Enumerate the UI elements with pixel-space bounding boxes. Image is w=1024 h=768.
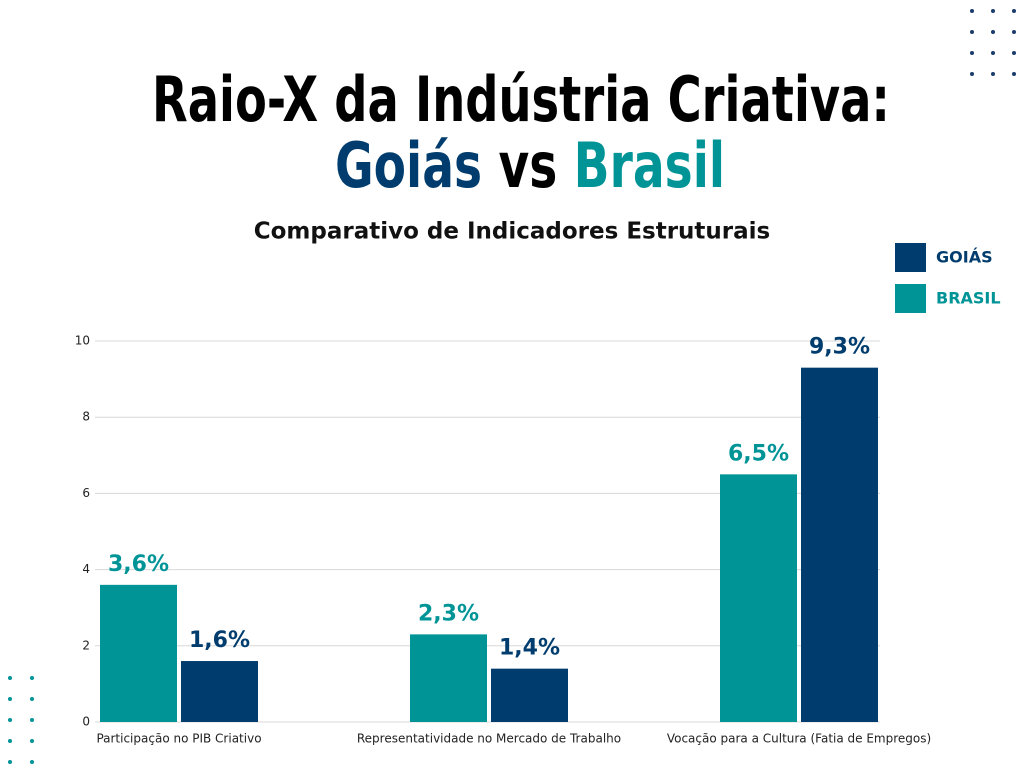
value-label: 1,6% <box>189 628 250 653</box>
bar <box>491 668 568 722</box>
title-goias: Goiás <box>335 129 482 202</box>
y-tick-label: 2 <box>82 638 90 652</box>
bar <box>410 634 487 722</box>
chart-subtitle: Comparativo de Indicadores Estruturais <box>254 219 771 245</box>
value-label: 9,3% <box>809 335 870 360</box>
bar <box>100 584 177 722</box>
title-brasil: Brasil <box>574 129 725 202</box>
chart-title: Raio-X da Indústria Criativa: <box>152 63 890 136</box>
x-tick-label: Vocação para a Cultura (Fatia de Emprego… <box>667 732 931 746</box>
legend-swatch <box>895 243 926 272</box>
legend-label: BRASIL <box>936 289 1001 308</box>
x-tick-label: Participação no PIB Criativo <box>96 732 261 746</box>
value-label: 2,3% <box>418 601 479 626</box>
value-label: 3,6% <box>108 552 169 577</box>
y-tick-label: 6 <box>82 486 90 500</box>
title-vs: vs <box>498 129 557 202</box>
bar <box>720 474 797 722</box>
value-label: 1,4% <box>499 636 560 661</box>
y-tick-label: 8 <box>82 410 90 424</box>
legend-label: GOIÁS <box>936 248 993 267</box>
y-tick-label: 4 <box>82 562 90 576</box>
y-tick-label: 0 <box>82 715 90 729</box>
chart-title-line2: Goiás vs Brasil <box>335 129 725 202</box>
bar <box>181 661 258 722</box>
value-label: 6,5% <box>728 441 789 466</box>
y-tick-label: 10 <box>75 334 90 348</box>
legend-swatch <box>895 284 926 313</box>
x-tick-label: Representatividade no Mercado de Trabalh… <box>357 732 621 746</box>
decor-dots <box>970 9 1016 76</box>
decor-dots <box>8 676 34 764</box>
bar <box>801 367 878 722</box>
